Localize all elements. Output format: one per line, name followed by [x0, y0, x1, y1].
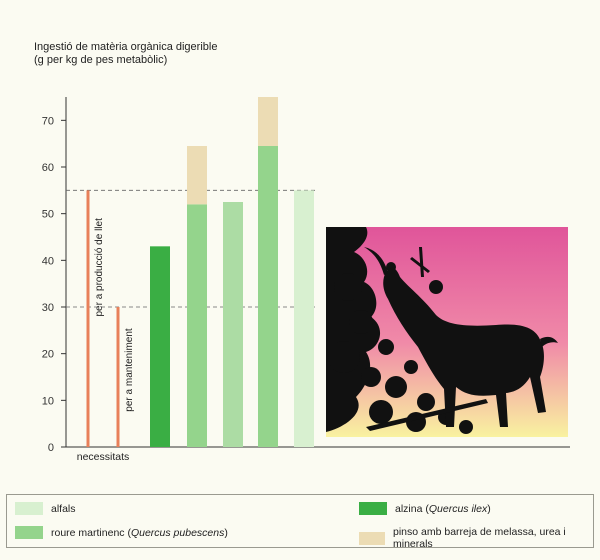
needs-line-label: per a manteniment	[124, 328, 135, 412]
y-tick-label: 10	[42, 395, 54, 407]
y-axis-title-line1: Ingestió de matèria orgànica digerible	[34, 41, 217, 53]
legend-label-pinso: pinso amb barreja de melassa, urea i min…	[393, 526, 566, 550]
needs-bar	[116, 307, 120, 447]
legend-label-alfals: alfals	[51, 502, 76, 515]
y-tick-label: 60	[42, 162, 54, 174]
bar-alfals_mid	[223, 202, 243, 447]
bar-alfals	[294, 190, 314, 448]
legend-label-roure: roure martinenc (Quercus pubescens)	[51, 526, 228, 539]
bar-alzina	[150, 246, 170, 447]
legend: alfals roure martinenc (Quercus pubescen…	[6, 494, 594, 550]
legend-swatch-pinso	[359, 531, 385, 545]
y-axis-title-line2: (g per kg de pes metabòlic)	[34, 54, 167, 66]
goat-silhouette-image	[326, 227, 568, 437]
bar-roure_light	[258, 146, 278, 447]
legend-swatch-alfals	[15, 502, 43, 515]
legend-item-roure: roure martinenc (Quercus pubescens)	[15, 526, 228, 539]
bar-chart: Ingestió de matèria orgànica digerible(g…	[34, 41, 570, 463]
bar-roure	[187, 204, 207, 447]
legend-label-alzina: alzina (Quercus ilex)	[395, 502, 491, 515]
y-tick-label: 50	[42, 209, 54, 221]
bar-supplement-pinso	[187, 146, 207, 205]
legend-swatch-alzina	[359, 502, 387, 515]
legend-item-pinso: pinso amb barreja de melassa, urea i min…	[359, 526, 593, 550]
needs-bar	[86, 190, 90, 448]
y-tick-label: 20	[42, 349, 54, 361]
bar-supplement-pinso	[258, 97, 278, 146]
legend-item-alfals: alfals	[15, 502, 76, 515]
legend-swatch-roure	[15, 526, 43, 539]
needs-line-label: per a producció de llet	[94, 218, 105, 317]
y-tick-label: 40	[42, 255, 54, 267]
x-category-label-necessitats: necessitats	[77, 451, 130, 463]
y-tick-label: 0	[48, 442, 54, 454]
y-tick-label: 70	[42, 115, 54, 127]
y-tick-label: 30	[42, 302, 54, 314]
legend-item-alzina: alzina (Quercus ilex)	[359, 502, 491, 515]
